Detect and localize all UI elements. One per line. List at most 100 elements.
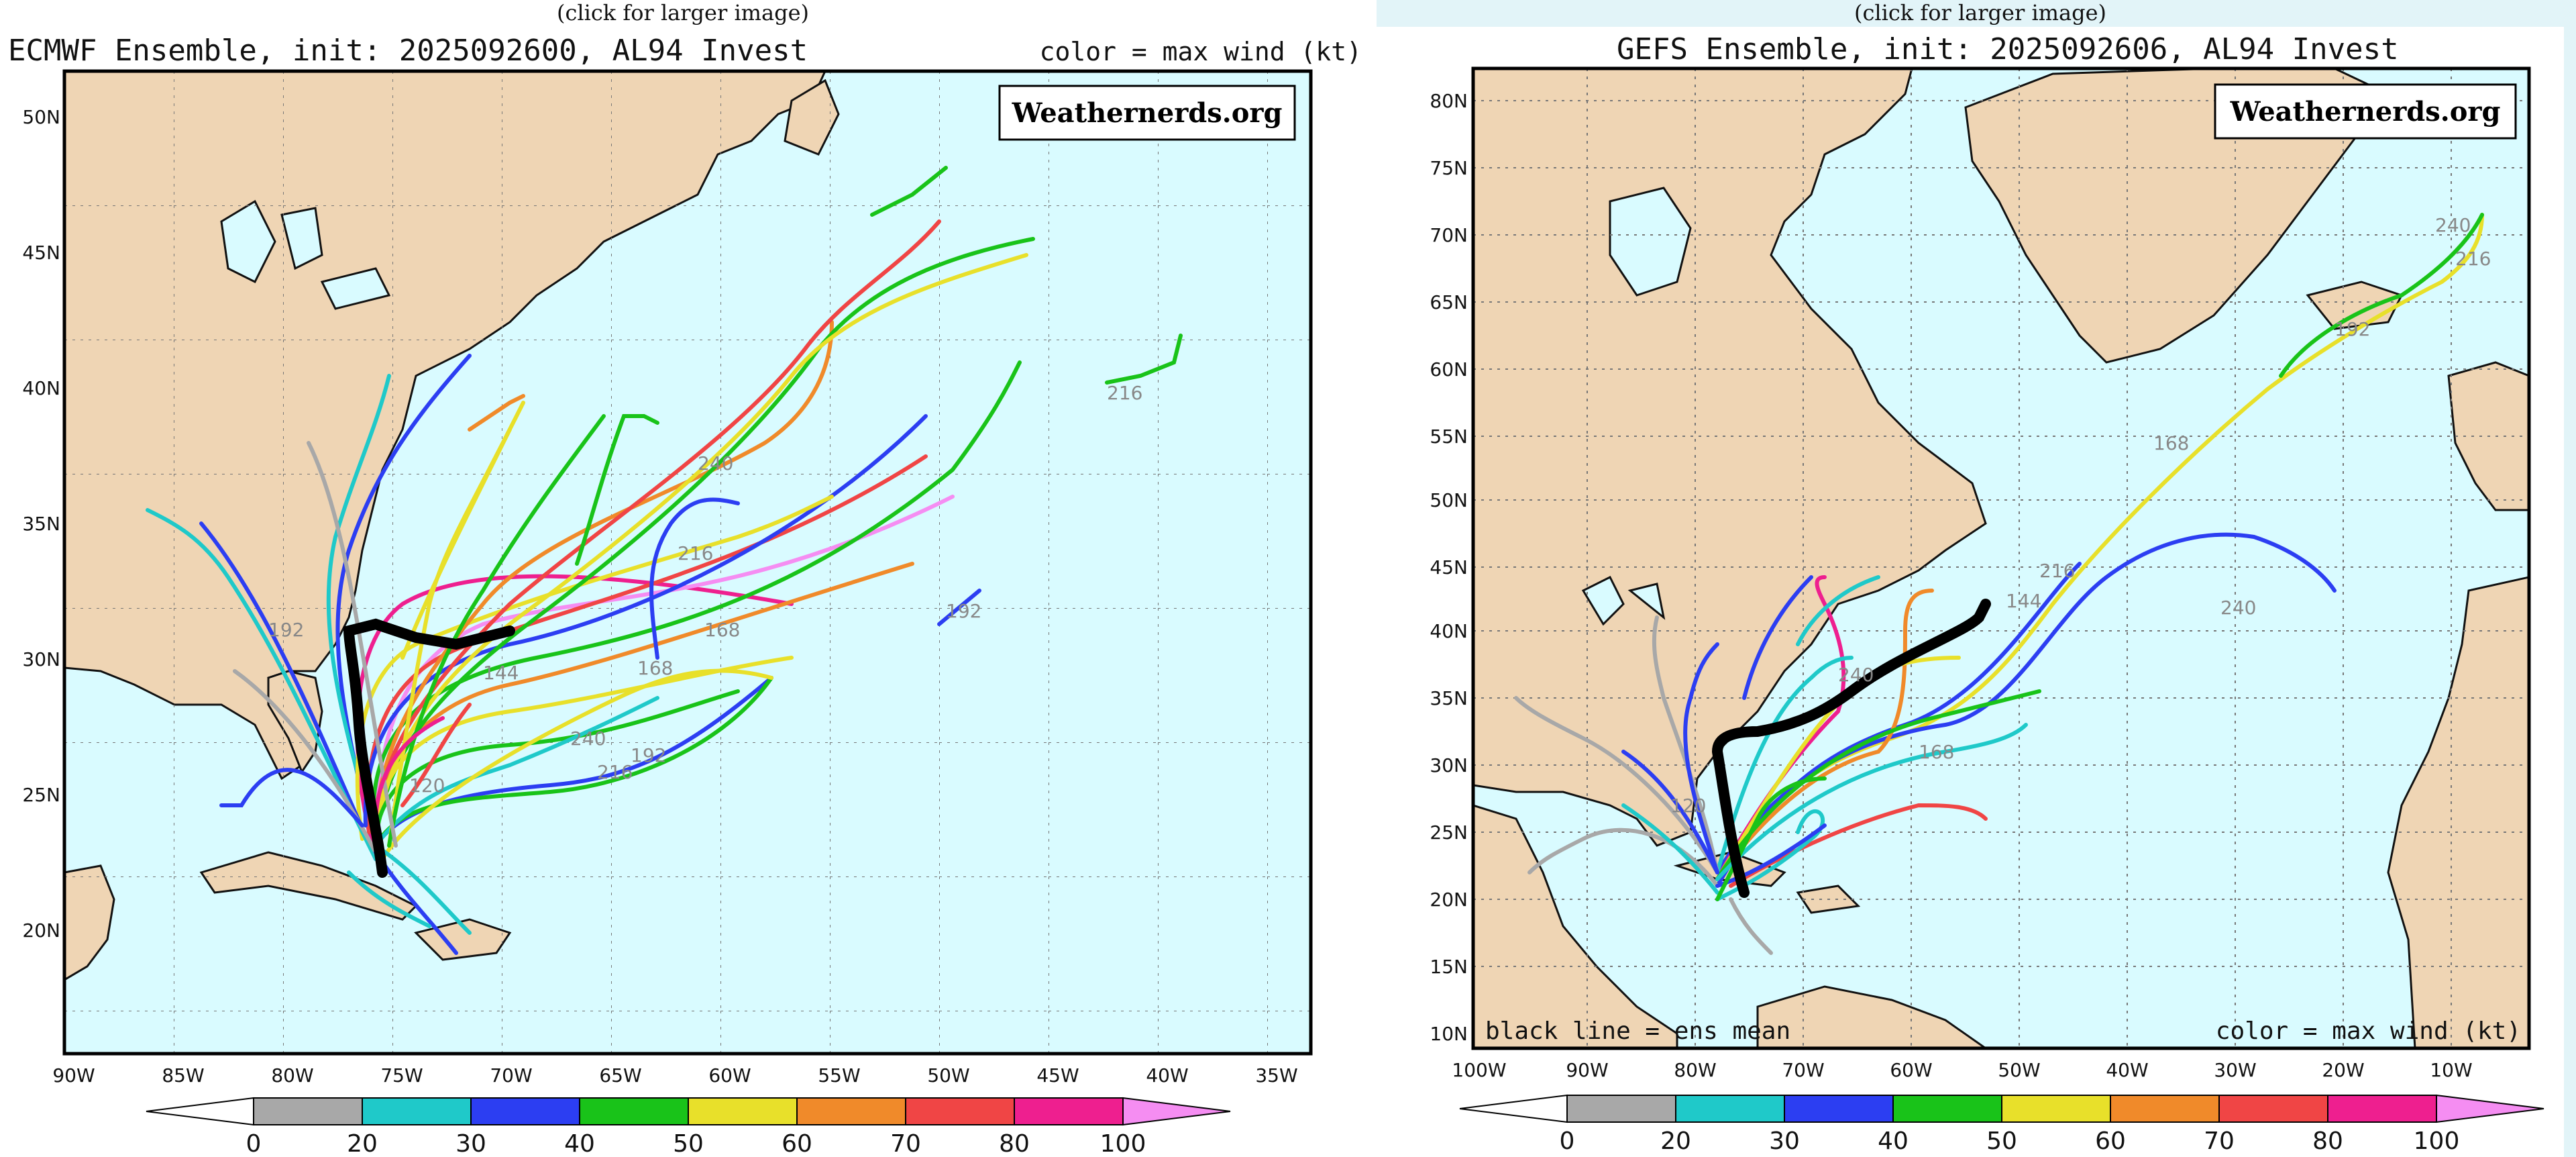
lat-label: 65N <box>1430 291 1468 313</box>
ecmwf-hour-label: 216 <box>597 761 633 783</box>
ecmwf-hour-label: 120 <box>409 774 445 797</box>
gefs-hour-label: 192 <box>2334 318 2370 340</box>
lat-label: 60N <box>1430 358 1468 381</box>
colorbar-swatch <box>1566 1095 1676 1123</box>
gefs-hour-label: 168 <box>1919 741 1954 763</box>
gefs-hour-label: 216 <box>2039 560 2075 582</box>
lon-label: 40W <box>1146 1064 1188 1087</box>
lat-label: 25N <box>1430 821 1468 844</box>
lon-label: 75W <box>380 1064 423 1087</box>
lon-label: 85W <box>162 1064 204 1087</box>
ecmwf-hour-label: 168 <box>637 657 673 679</box>
gefs-caption[interactable]: (click for larger image) <box>1854 0 2106 26</box>
gefs-hudson-bay <box>1609 187 1692 297</box>
gefs-hour-label: 240 <box>2435 214 2471 236</box>
gefs-ensemble-mean-track <box>1711 599 1991 898</box>
gefs-greenland <box>1964 68 2390 364</box>
ecmwf-hour-label: 144 <box>483 662 519 684</box>
lon-label: 65W <box>599 1064 641 1087</box>
ecmwf-colorbar: 0 20 30 40 50 60 70 80 100 <box>146 1097 1231 1157</box>
gefs-central-america <box>1473 804 1678 1048</box>
lon-label: 40W <box>2106 1059 2148 1081</box>
lat-label: 20N <box>1430 889 1468 911</box>
ecmwf-hour-label: 192 <box>946 600 981 622</box>
colorbar-tick: 80 <box>999 1130 1030 1157</box>
lat-label: 15N <box>1430 956 1468 978</box>
colorbar-arrow-low <box>146 1097 254 1126</box>
colorbar-swatch <box>2110 1095 2220 1123</box>
colorbar-tick: 40 <box>564 1130 595 1157</box>
colorbar-tick: 0 <box>246 1130 262 1157</box>
ecmwf-title: ECMWF Ensemble, init: 2025092600, AL94 I… <box>8 34 808 68</box>
lat-label: 75N <box>1430 157 1468 179</box>
ecmwf-lat-labels: 50N 45N 40N 35N 30N 25N 20N <box>22 106 60 942</box>
gefs-hour-label: 240 <box>1838 664 1874 686</box>
lat-label: 80N <box>1430 90 1468 112</box>
lat-label: 35N <box>22 513 60 535</box>
ecmwf-caption[interactable]: (click for larger image) <box>557 0 809 26</box>
lon-label: 80W <box>1674 1059 1716 1081</box>
ecmwf-hour-label: 192 <box>631 744 666 766</box>
lat-label: 35N <box>1430 687 1468 709</box>
gefs-title: GEFS Ensemble, init: 2025092606, AL94 In… <box>1617 32 2399 66</box>
colorbar-swatch <box>1675 1095 1785 1123</box>
lat-label: 45N <box>22 242 60 264</box>
ecmwf-hour-labels: 240 216 192 168 144 240 216 192 168 120 … <box>268 382 1142 797</box>
colorbar-arrow-high <box>1122 1097 1231 1126</box>
gefs-hour-label: 216 <box>2455 248 2491 270</box>
lon-label: 90W <box>52 1064 95 1087</box>
lat-label: 30N <box>22 648 60 670</box>
colorbar-tick: 60 <box>2095 1127 2126 1155</box>
colorbar-tick: 50 <box>673 1130 704 1157</box>
lon-label: 50W <box>927 1064 969 1087</box>
gefs-map: 240 216 192 168 216 240 144 240 168 120 … <box>1473 68 2529 1048</box>
colorbar-tick: 30 <box>455 1130 486 1157</box>
ecmwf-hour-label: 240 <box>698 452 733 474</box>
lat-label: 30N <box>1430 754 1468 776</box>
colorbar-tick: 0 <box>1560 1127 1575 1155</box>
colorbar-swatch <box>1784 1095 1894 1123</box>
lat-label: 70N <box>1430 224 1468 246</box>
lat-label: 10N <box>1430 1023 1468 1045</box>
colorbar-tick: 100 <box>1100 1130 1146 1157</box>
lon-label: 55W <box>818 1064 860 1087</box>
colorbar-swatch <box>2327 1095 2437 1123</box>
lon-label: 60W <box>708 1064 751 1087</box>
colorbar-swatch <box>1892 1095 2002 1123</box>
gefs-colorbar: 0 20 30 40 50 60 70 80 100 <box>1459 1094 2544 1155</box>
lon-label: 70W <box>490 1064 532 1087</box>
gefs-watermark-box <box>2214 83 2517 140</box>
lat-label: 55N <box>1430 425 1468 448</box>
gefs-hour-label: 240 <box>2220 597 2256 619</box>
colorbar-swatch <box>470 1097 580 1125</box>
ecmwf-watermark-box <box>998 85 1296 141</box>
gefs-mean-note: black line = ens mean <box>1485 1017 1790 1045</box>
ecmwf-hour-label: 240 <box>570 727 606 750</box>
lat-label: 25N <box>22 784 60 806</box>
gefs-great-lakes <box>1581 575 1666 626</box>
ecmwf-ensemble-tracks <box>146 166 1183 955</box>
colorbar-arrow-high <box>2436 1094 2544 1123</box>
ecmwf-grid <box>64 71 1311 1054</box>
gefs-hour-label: 144 <box>2006 590 2041 612</box>
colorbar-tick: 30 <box>1769 1127 1800 1155</box>
colorbar-tick: 40 <box>1878 1127 1909 1155</box>
ecmwf-map-frame <box>62 69 1313 1056</box>
lon-label: 45W <box>1036 1064 1079 1087</box>
lon-label: 80W <box>271 1064 313 1087</box>
lon-label: 60W <box>1890 1059 1932 1081</box>
lat-label: 40N <box>1430 620 1468 642</box>
ecmwf-legend-note: color = max wind (kt) <box>1040 37 1362 66</box>
ecmwf-hour-label: 168 <box>704 619 740 641</box>
ecmwf-lon-labels: 90W 85W 80W 75W 70W 65W 60W 55W 50W 45W … <box>52 1064 1297 1087</box>
colorbar-tick: 70 <box>890 1130 921 1157</box>
gefs-legend-note: color = max wind (kt) <box>2216 1017 2521 1045</box>
lat-label: 40N <box>22 377 60 399</box>
lat-label: 20N <box>22 919 60 942</box>
gefs-africa <box>2387 576 2529 1048</box>
gefs-hour-labels: 240 216 192 168 216 240 144 240 168 120 <box>1670 214 2491 817</box>
gefs-map-frame <box>1471 66 2531 1050</box>
ecmwf-ensemble-mean-track <box>343 618 515 878</box>
gefs-ensemble-tracks <box>1514 213 2484 955</box>
lon-label: 35W <box>1255 1064 1297 1087</box>
